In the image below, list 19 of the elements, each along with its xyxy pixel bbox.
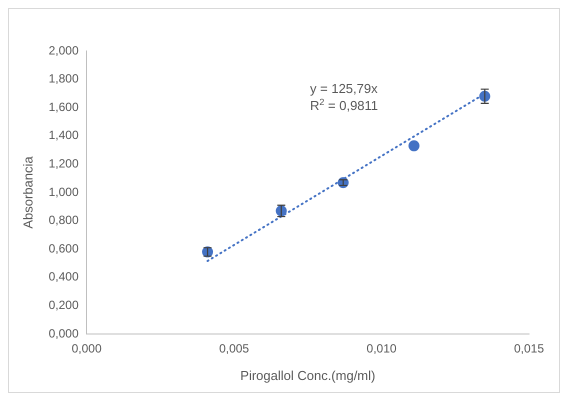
annotation: y = 125,79x (310, 81, 378, 96)
y-tick-label: 0,200 (48, 298, 79, 312)
x-axis-title: Pirogallol Conc.(mg/ml) (240, 368, 376, 383)
y-tick-label: 1,000 (48, 184, 79, 199)
y-tick-label: 0,000 (48, 326, 79, 340)
x-tick-label: 0,010 (366, 342, 397, 356)
y-tick-label: 0,600 (48, 241, 79, 256)
x-tick-label: 0,005 (219, 342, 250, 356)
point (408, 140, 420, 152)
x-tick-label: 0,015 (514, 342, 544, 356)
y-tick-label: 1,600 (48, 100, 79, 114)
y-tick-label: 1,400 (48, 128, 79, 142)
y-tick-label: 1,800 (48, 72, 79, 86)
y-tick-label: 0,400 (48, 270, 79, 284)
y-tick-label: 0,800 (48, 213, 79, 228)
y-tick-label: 2,000 (48, 43, 79, 58)
x-tick-label: 0,000 (72, 342, 102, 356)
y-tick-label: 1,200 (48, 156, 79, 171)
y-axis-title: Absorbancia (20, 156, 36, 229)
